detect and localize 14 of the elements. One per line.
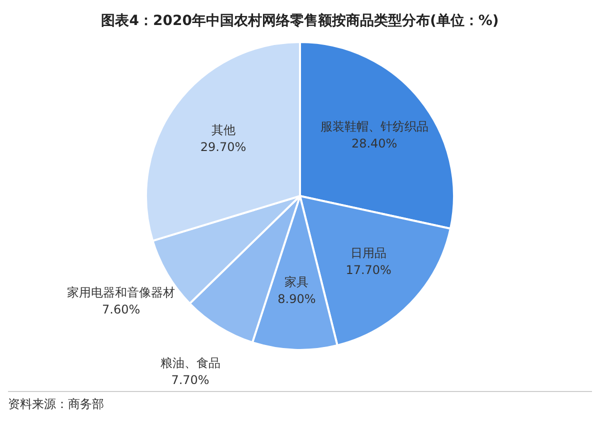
slice-label: 家具 [284, 275, 309, 290]
slice-label: 粮油、食品 [160, 356, 220, 370]
slice-label: 其他 [211, 122, 236, 137]
data-label: 28.40% [351, 136, 398, 151]
data-label: 8.90% [278, 292, 316, 306]
slice-label: 家用电器和音像器材 [67, 285, 176, 300]
data-label: 7.70% [171, 373, 210, 388]
slice-label: 日用品 [350, 246, 387, 260]
text: 资料来源：商务部 [8, 391, 592, 413]
slice-label: 服装鞋帽、针纺织品 [320, 120, 428, 134]
data-label: 7.60% [102, 302, 140, 316]
data-label: 17.70% [346, 263, 392, 278]
chart-title: 图表4：2020年中国农村网络零售额按商品类型分布(单位：%) [100, 12, 500, 31]
data-label: 29.70% [200, 140, 246, 154]
